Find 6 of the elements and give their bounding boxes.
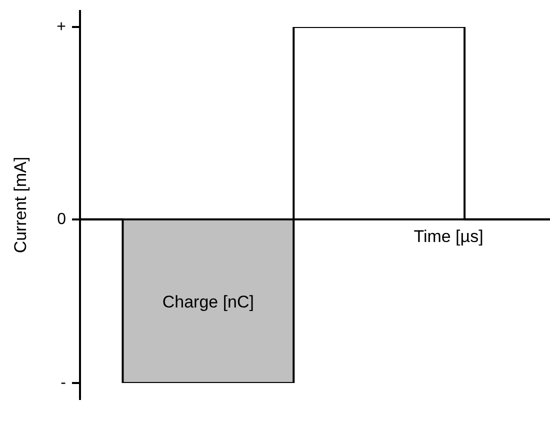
text: - — [60, 374, 66, 392]
x-axis-title: Time [µs] — [414, 227, 484, 248]
text: 0 — [57, 210, 66, 228]
text: + — [56, 18, 66, 36]
annotation: Charge [nC] — [162, 292, 254, 312]
y-axis-title: Current [mA] — [11, 156, 30, 254]
